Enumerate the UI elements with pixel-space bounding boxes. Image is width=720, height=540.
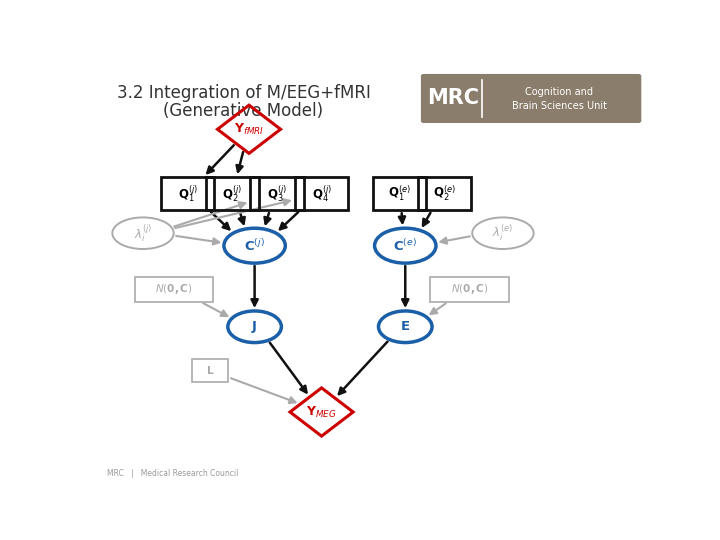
Text: Brain Sciences Unit: Brain Sciences Unit (511, 100, 606, 111)
Text: $N(\mathbf{0, C})$: $N(\mathbf{0, C})$ (451, 282, 488, 296)
Text: $\lambda_i^{(e)}$: $\lambda_i^{(e)}$ (492, 223, 513, 244)
Text: $\mathbf{E}$: $\mathbf{E}$ (400, 320, 410, 333)
Text: $N(\mathbf{0, C})$: $N(\mathbf{0, C})$ (155, 282, 192, 296)
Text: $\mathbf{Q}_2^{(j)}$: $\mathbf{Q}_2^{(j)}$ (222, 183, 243, 204)
Text: $\mathbf{Q}_4^{(j)}$: $\mathbf{Q}_4^{(j)}$ (312, 183, 332, 204)
Text: $\mathbf{Q}_2^{(e)}$: $\mathbf{Q}_2^{(e)}$ (433, 184, 456, 204)
Text: 3.2 Integration of M/EEG+fMRI: 3.2 Integration of M/EEG+fMRI (117, 84, 370, 102)
Text: $\mathbf{Q}_3^{(j)}$: $\mathbf{Q}_3^{(j)}$ (267, 183, 287, 204)
Text: $\mathbf{Q}_1^{(j)}$: $\mathbf{Q}_1^{(j)}$ (178, 183, 198, 204)
FancyBboxPatch shape (421, 74, 642, 123)
Text: $\mathbf{J}$: $\mathbf{J}$ (251, 319, 258, 335)
Text: $\mathbf{Q}_1^{(e)}$: $\mathbf{Q}_1^{(e)}$ (388, 184, 411, 204)
Text: (Generative Model): (Generative Model) (163, 102, 323, 120)
Text: $\lambda_i^{(j)}$: $\lambda_i^{(j)}$ (134, 222, 152, 244)
Text: $\mathbf{C}^{(e)}$: $\mathbf{C}^{(e)}$ (393, 238, 417, 254)
Text: Cognition and: Cognition and (525, 87, 593, 97)
Text: $\mathbf{L}$: $\mathbf{L}$ (206, 364, 214, 376)
Text: MRC   |   Medical Research Council: MRC | Medical Research Council (107, 469, 238, 477)
Text: $\mathbf{C}^{(j)}$: $\mathbf{C}^{(j)}$ (244, 238, 265, 254)
Text: $\mathbf{Y}_{fMRI}$: $\mathbf{Y}_{fMRI}$ (234, 122, 264, 137)
Text: MRC: MRC (427, 89, 479, 109)
Text: $\mathbf{Y}_{MEG}$: $\mathbf{Y}_{MEG}$ (306, 404, 337, 420)
